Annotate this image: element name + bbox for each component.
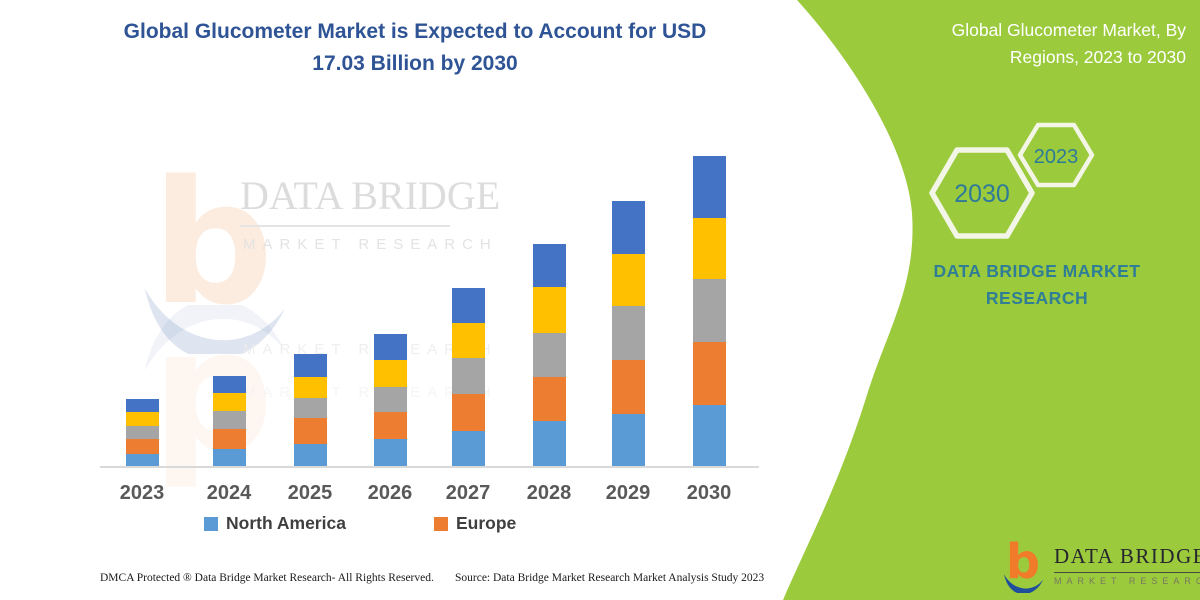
bar-2024-segment-series2 bbox=[212, 411, 246, 430]
bar-2028-segment-North America bbox=[532, 421, 566, 466]
bar-2026-segment-series3 bbox=[373, 360, 407, 388]
legend-swatch-europe bbox=[434, 516, 448, 531]
bar-2024-segment-series4 bbox=[212, 376, 246, 394]
legend-swatch-north-america bbox=[204, 516, 218, 531]
x-axis-labels: 2023 2024 2025 2026 2027 2028 2029 2030 bbox=[100, 482, 759, 508]
bar-2029-segment-North America bbox=[611, 414, 645, 466]
bar-2025 bbox=[293, 354, 327, 466]
x-tick-2028: 2028 bbox=[526, 482, 572, 504]
bar-2028-segment-Europe bbox=[532, 376, 566, 421]
x-tick-2027: 2027 bbox=[445, 482, 491, 504]
plot-area bbox=[100, 140, 759, 468]
bar-2028-segment-series4 bbox=[532, 243, 566, 287]
data-bridge-logo-text: DATA BRIDGE MARKET RESEARCH bbox=[1054, 544, 1200, 586]
bar-2024 bbox=[212, 376, 246, 466]
bar-2028 bbox=[532, 243, 566, 466]
logo-subtitle: MARKET RESEARCH bbox=[1054, 576, 1200, 586]
legend-label-north-america: North America bbox=[226, 513, 346, 533]
bar-2026-segment-series4 bbox=[373, 333, 407, 361]
chart-title: Global Glucometer Market is Expected to … bbox=[95, 16, 735, 79]
bar-2030-segment-series3 bbox=[692, 218, 726, 279]
panel-heading: Global Glucometer Market, By Regions, 20… bbox=[866, 17, 1186, 71]
bar-2027-segment-series2 bbox=[451, 358, 485, 394]
bar-2027-segment-Europe bbox=[451, 394, 485, 431]
footer-source: Source: Data Bridge Market Research Mark… bbox=[455, 572, 765, 584]
chart-title-line-2: 17.03 Billion by 2030 bbox=[312, 51, 518, 75]
bar-2023-segment-Europe bbox=[125, 439, 159, 454]
panel-brand-text: DATA BRIDGE MARKET RESEARCH bbox=[897, 258, 1177, 312]
bar-2026 bbox=[373, 333, 407, 466]
bar-2023-segment-North America bbox=[125, 454, 159, 466]
panel-brand-line-1: DATA BRIDGE MARKET bbox=[933, 261, 1141, 281]
panel-heading-line-2: Regions, 2023 to 2030 bbox=[1009, 47, 1186, 68]
bar-2030-segment-Europe bbox=[692, 342, 726, 405]
legend-item-europe: Europe bbox=[434, 513, 516, 534]
bar-2027-segment-North America bbox=[451, 431, 485, 466]
bar-2028-segment-series3 bbox=[532, 286, 566, 333]
bar-2030-segment-series2 bbox=[692, 279, 726, 342]
bar-2029-segment-Europe bbox=[611, 360, 645, 415]
bar-2029 bbox=[611, 200, 645, 466]
bar-2025-segment-series3 bbox=[293, 377, 327, 398]
year-hexagons: 2030 2023 bbox=[929, 122, 1095, 239]
bar-2025-segment-North America bbox=[293, 444, 327, 466]
svg-text:b: b bbox=[1006, 537, 1040, 590]
bar-2027 bbox=[451, 288, 485, 466]
x-tick-2024: 2024 bbox=[206, 482, 252, 504]
hexagon-2030-label: 2030 bbox=[954, 180, 1010, 208]
bar-2028-segment-series2 bbox=[532, 332, 566, 377]
bar-2023 bbox=[125, 399, 159, 466]
x-tick-2026: 2026 bbox=[367, 482, 413, 504]
bar-2029-segment-series4 bbox=[611, 200, 645, 255]
legend-label-europe: Europe bbox=[456, 513, 517, 533]
bar-2030-segment-series4 bbox=[692, 155, 726, 218]
x-tick-2025: 2025 bbox=[287, 482, 333, 504]
footer-copyright: DMCA Protected ® Data Bridge Market Rese… bbox=[100, 572, 434, 584]
x-tick-2030: 2030 bbox=[686, 482, 732, 504]
bar-2030 bbox=[692, 155, 726, 466]
data-bridge-logo-icon: b bbox=[1003, 537, 1044, 593]
bar-2027-segment-series4 bbox=[451, 288, 485, 323]
bar-2029-segment-series2 bbox=[611, 306, 645, 361]
panel-heading-line-1: Global Glucometer Market, By bbox=[951, 20, 1186, 40]
chart-title-line-1: Global Glucometer Market is Expected to … bbox=[123, 20, 707, 43]
bar-2030-segment-North America bbox=[692, 405, 726, 466]
x-tick-2023: 2023 bbox=[119, 482, 165, 504]
logo-name: DATA BRIDGE bbox=[1054, 544, 1200, 573]
legend-item-north-america: North America bbox=[204, 513, 346, 534]
bar-2025-segment-series4 bbox=[293, 354, 327, 378]
bar-2024-segment-Europe bbox=[212, 429, 246, 450]
bar-2023-segment-series3 bbox=[125, 412, 159, 427]
bar-2023-segment-series2 bbox=[125, 426, 159, 440]
panel-brand-line-2: RESEARCH bbox=[985, 288, 1089, 309]
bar-2026-segment-series2 bbox=[373, 387, 407, 413]
hexagon-2023-label: 2023 bbox=[1034, 146, 1079, 168]
bar-2025-segment-Europe bbox=[293, 418, 327, 444]
bar-2027-segment-series3 bbox=[451, 323, 485, 358]
bar-2023-segment-series4 bbox=[125, 399, 159, 413]
bar-2026-segment-North America bbox=[373, 439, 407, 466]
bar-2024-segment-series3 bbox=[212, 393, 246, 412]
bar-2024-segment-North America bbox=[212, 449, 246, 466]
bar-2025-segment-series2 bbox=[293, 398, 327, 418]
data-bridge-logo: b DATA BRIDGE MARKET RESEARCH bbox=[1002, 537, 1200, 593]
bar-2026-segment-Europe bbox=[373, 412, 407, 440]
bar-2029-segment-series3 bbox=[611, 254, 645, 307]
x-tick-2029: 2029 bbox=[605, 482, 651, 504]
